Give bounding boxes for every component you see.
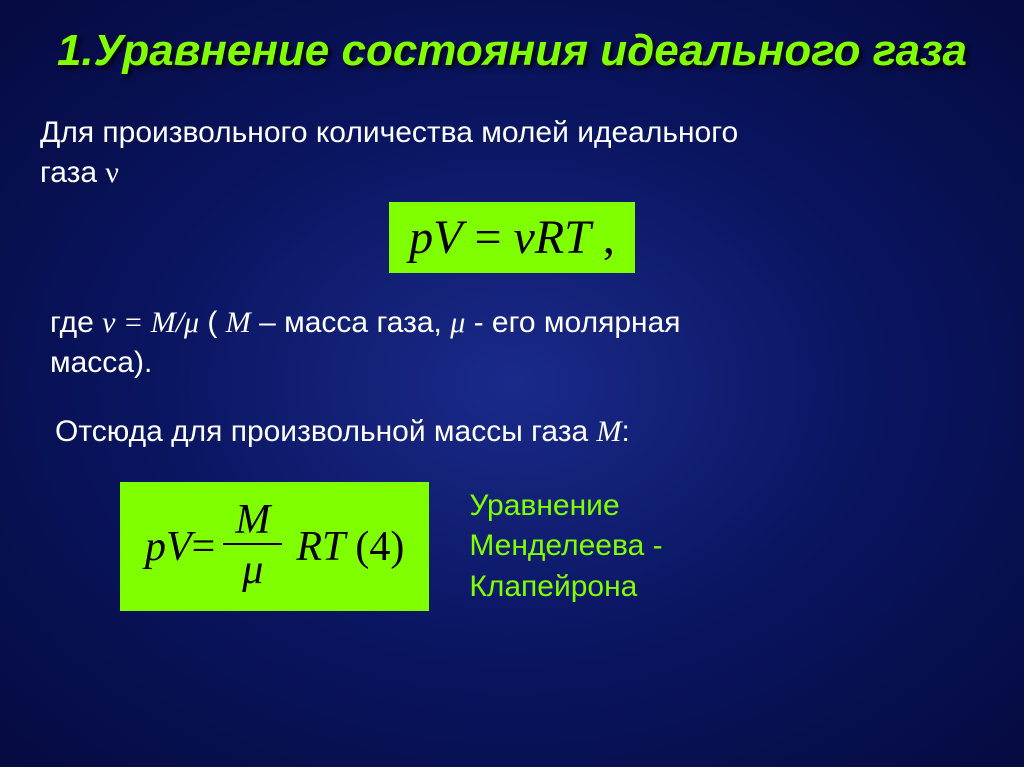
where-mu2: μ xyxy=(450,306,465,339)
where-paragraph: где ν = M/μ ( M – масса газа, μ - его мо… xyxy=(0,303,1024,384)
where-m: M xyxy=(226,306,251,339)
where-mass-text: – масса газа, xyxy=(251,306,450,339)
f1-comma: , xyxy=(591,211,615,264)
formula-2-box: pV = M μ RT (4) xyxy=(120,482,429,611)
f2-label: (4) xyxy=(355,523,404,571)
f1-eq: = xyxy=(462,211,513,264)
f2-rt: RT xyxy=(296,523,345,571)
f2-eq: = xyxy=(192,523,216,571)
intro-line2-prefix: газа xyxy=(40,156,105,189)
f1-nu: ν xyxy=(514,211,535,264)
f2-pv: pV xyxy=(145,523,192,571)
formula-caption: Уравнение Менделеева - Клапейрона xyxy=(469,486,662,608)
intro-line1: Для произвольного количества молей идеал… xyxy=(40,116,738,149)
caption-line3: Клапейрона xyxy=(469,570,637,603)
formula-1-box: pV = νRT , xyxy=(389,202,635,273)
hence-m: M xyxy=(597,415,622,448)
f1-pv: pV xyxy=(409,211,462,264)
where-paren-open: ( xyxy=(199,306,226,339)
where-molar-text: - его молярная xyxy=(465,306,680,339)
f2-fraction: M μ xyxy=(223,497,282,596)
intro-paragraph: Для произвольного количества молей идеал… xyxy=(0,113,1024,194)
f1-rt: RT xyxy=(535,211,591,264)
where-line2: масса). xyxy=(50,346,152,379)
caption-line2: Менделеева - xyxy=(469,529,662,562)
f2-denominator: μ xyxy=(230,545,275,595)
where-prefix: где xyxy=(50,306,102,339)
hence-colon: : xyxy=(622,415,630,448)
hence-paragraph: Отсюда для произвольной массы газа M: xyxy=(0,412,1024,453)
f2-numerator: M xyxy=(223,497,282,545)
where-nu: ν xyxy=(102,306,115,339)
where-eq-mmu: = M/ xyxy=(115,306,184,339)
hence-prefix: Отсюда для произвольной массы газа xyxy=(55,415,597,448)
where-mu1: μ xyxy=(184,306,199,339)
caption-line1: Уравнение xyxy=(469,489,619,522)
nu-symbol: ν xyxy=(105,156,119,189)
formula-1-row: pV = νRT , xyxy=(0,202,1024,273)
slide-title: 1.Уравнение состояния идеального газа xyxy=(0,0,1024,88)
formula-2-row: pV = M μ RT (4) Уравнение Менделеева - К… xyxy=(0,482,1024,611)
